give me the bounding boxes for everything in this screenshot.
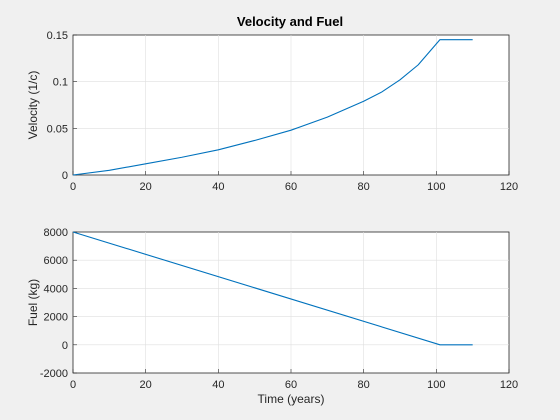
velocity-x-tick-label: 20 [140,181,152,193]
fuel-x-tick-label: 20 [140,379,152,391]
velocity-y-tick-label: 0.1 [53,77,68,89]
fuel-y-tick-label: 0 [62,340,68,352]
fuel-x-tick-label: 100 [427,379,445,391]
fuel-x-axis-label: Time (years) [258,392,325,406]
fuel-x-tick-label: 40 [212,379,224,391]
velocity-x-tick-label: 0 [70,181,76,193]
velocity-x-tick-label: 40 [212,181,224,193]
figure-title: Velocity and Fuel [237,14,343,29]
velocity-y-tick-label: 0.05 [47,123,68,135]
velocity-subplot: 0 20 40 60 80 100 120 0 0.05 0.1 0.15 Velocity (1/c… [26,30,518,193]
fuel-y-tick-label: 4000 [44,283,68,295]
fuel-y-tick-label: 2000 [44,312,68,324]
fuel-x-tick-label: 0 [70,379,76,391]
fuel-y-axis-label: Fuel (kg) [26,279,40,326]
fuel-x-tick-label: 120 [500,379,518,391]
velocity-y-axis-label: Velocity (1/c) [26,71,40,140]
fuel-x-tick-label: 80 [358,379,370,391]
fuel-x-tick-label: 60 [285,379,297,391]
velocity-y-tick-label: 0 [62,170,68,182]
velocity-x-tick-label: 80 [358,181,370,193]
fuel-y-tick-label: 6000 [44,255,68,267]
velocity-y-tick-label: 0.15 [47,30,68,42]
velocity-x-tick-label: 120 [500,181,518,193]
velocity-x-tick-label: 100 [427,181,445,193]
fuel-y-tick-label: -2000 [40,368,68,380]
velocity-x-tick-label: 60 [285,181,297,193]
fuel-y-tick-label: 8000 [44,227,68,239]
